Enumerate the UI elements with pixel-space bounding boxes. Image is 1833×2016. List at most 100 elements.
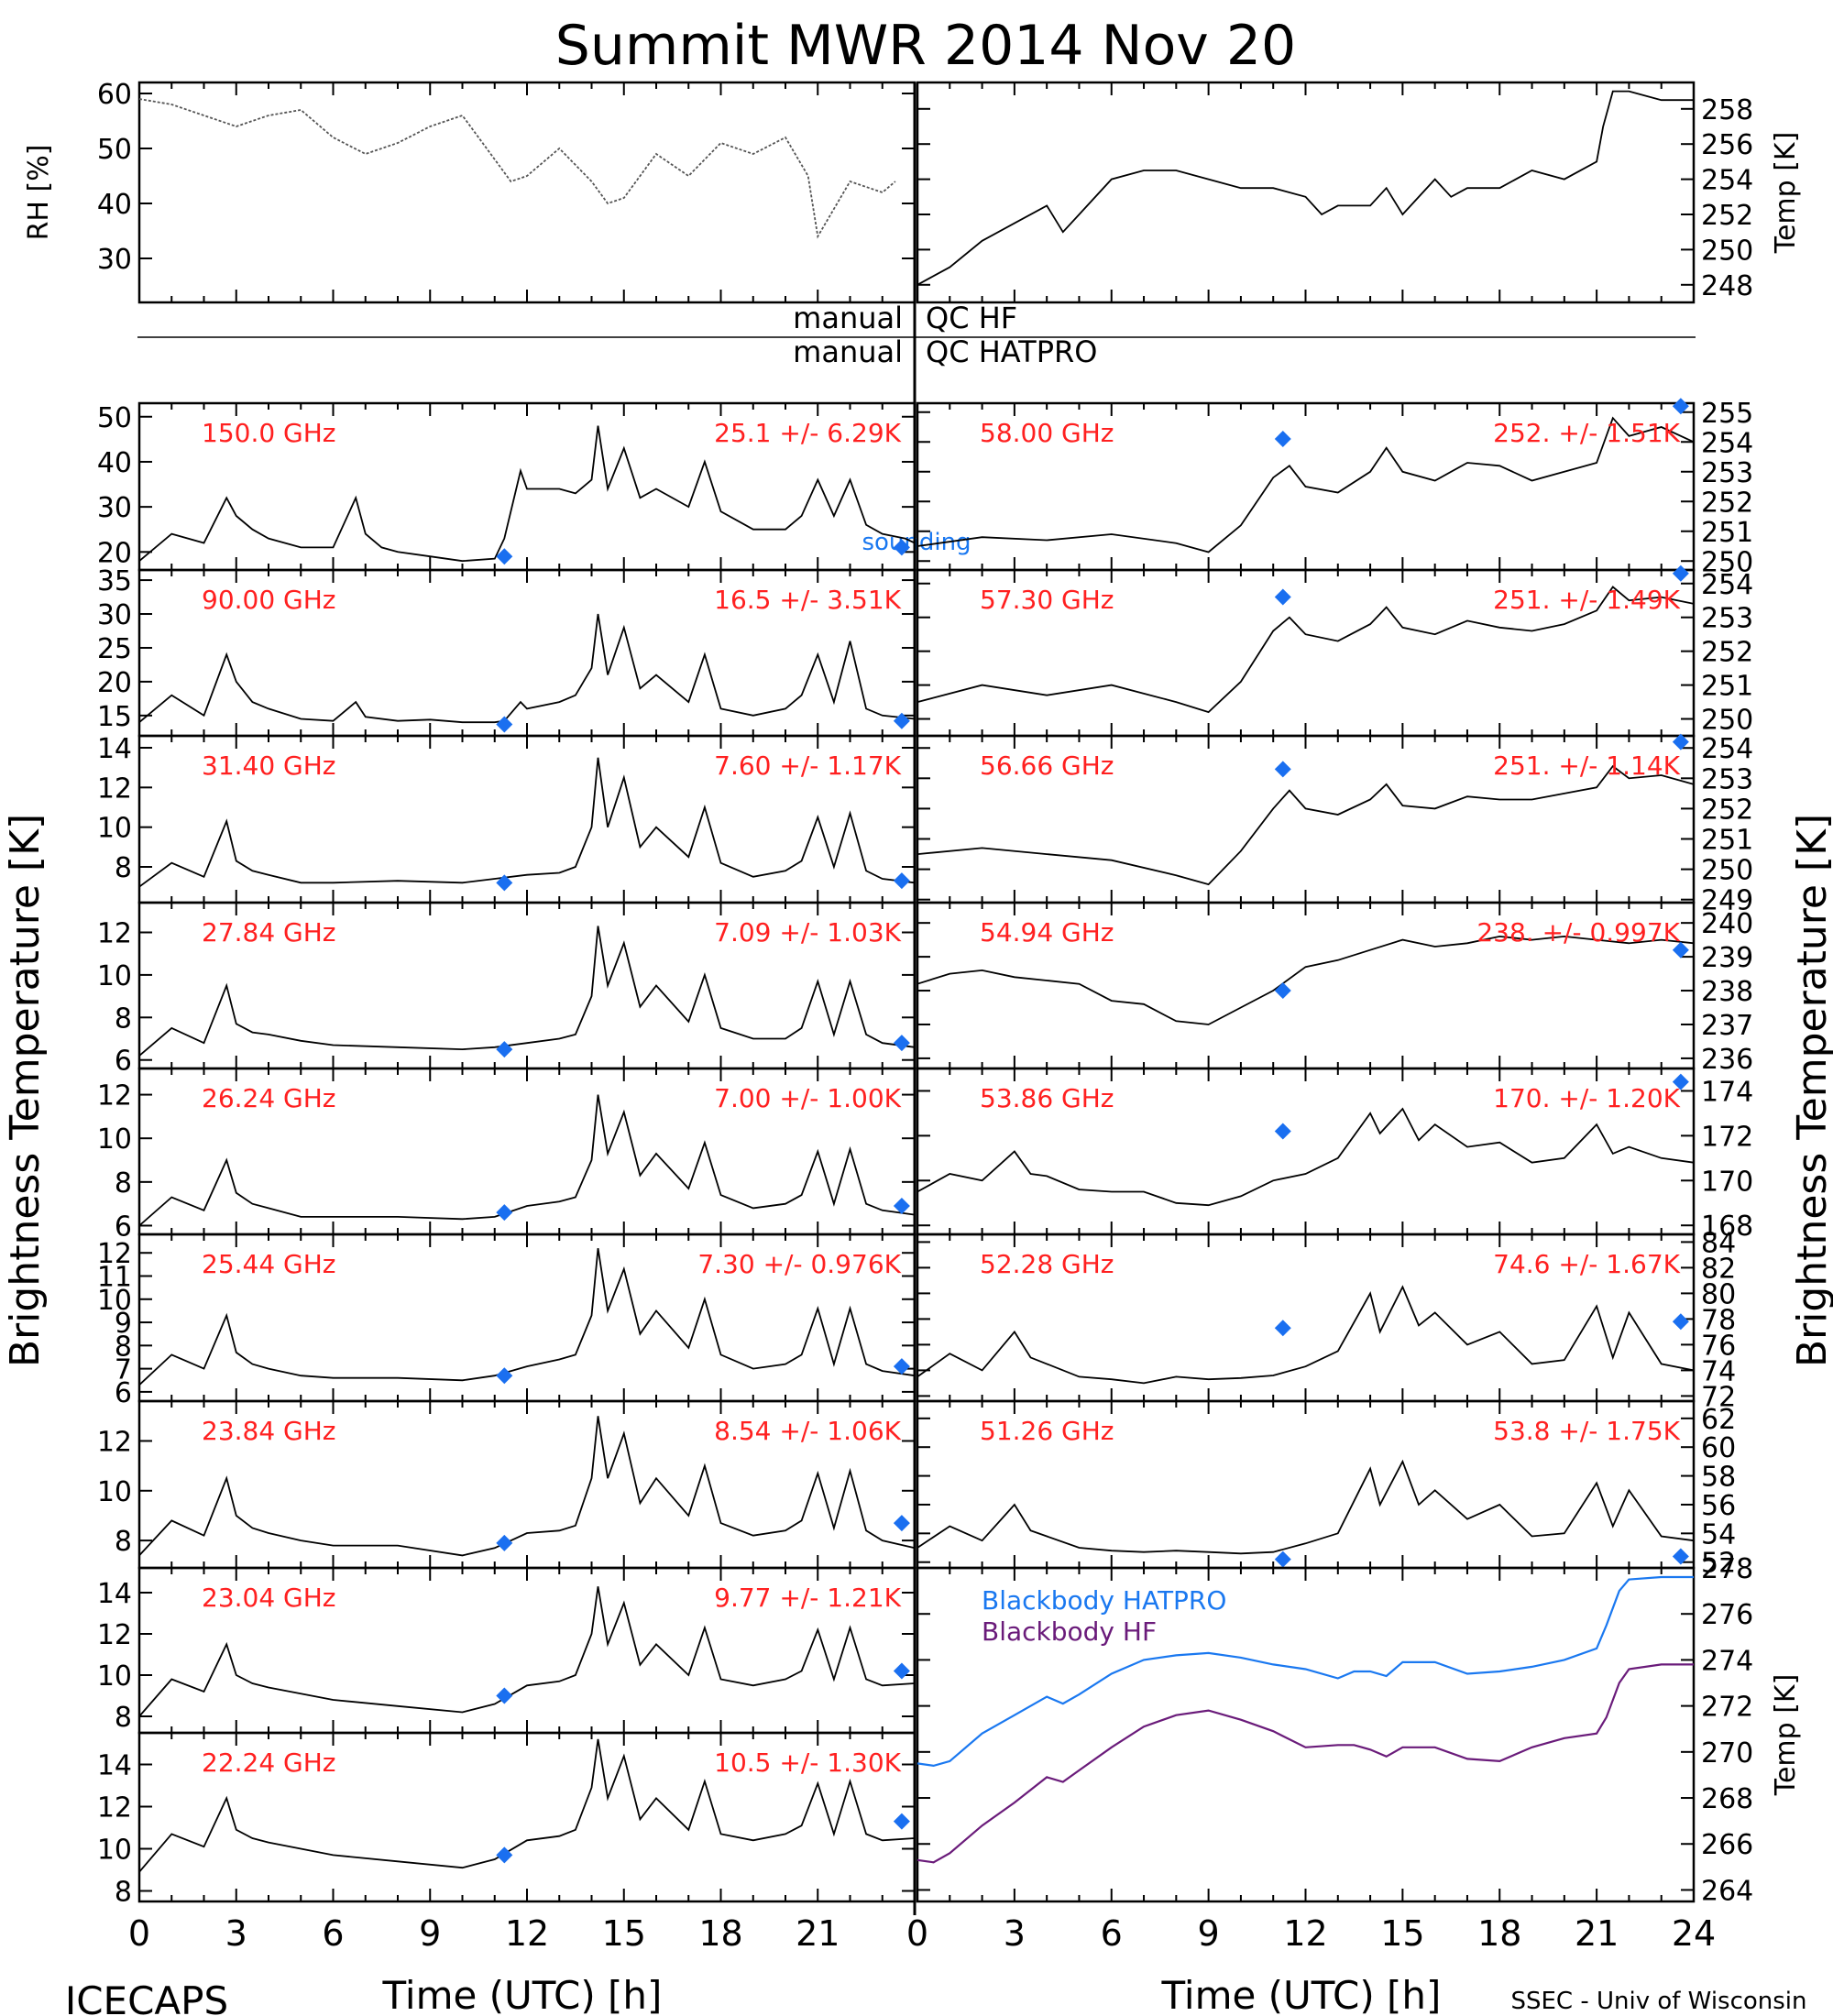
y-tick-label: 12 (97, 917, 132, 949)
sounding-marker (1672, 564, 1689, 582)
y-tick-label: 35 (97, 565, 132, 597)
x-tick-label: 6 (1101, 1913, 1123, 1954)
channel-stat: 251. +/- 1.14K (1493, 751, 1680, 781)
y-tick-label: 251 (1701, 825, 1753, 857)
sounding-marker (1274, 761, 1291, 778)
y-tick-label: 254 (1701, 427, 1753, 459)
y-tick-label: 20 (97, 537, 132, 569)
y-tick-label: 56 (1701, 1490, 1736, 1522)
channel-label: 23.04 GHz (202, 1583, 336, 1613)
channel-label: 23.84 GHz (202, 1416, 336, 1446)
sounding-marker (496, 1687, 513, 1704)
channel-stat: 53.8 +/- 1.75K (1493, 1416, 1680, 1446)
channel-label: 57.30 GHz (980, 585, 1114, 615)
y-tick-label: 12 (97, 1792, 132, 1824)
channel-stat: 238. +/- 0.997K (1476, 917, 1680, 948)
y-tick-label: 6 (115, 1211, 132, 1243)
channel-label: 27.84 GHz (202, 917, 336, 948)
sounding-marker (496, 1367, 513, 1385)
xlabel-left: Time (UTC) [h] (382, 1973, 663, 2016)
sounding-marker (1672, 733, 1689, 751)
channel-label: 51.26 GHz (980, 1416, 1114, 1446)
series-line (138, 98, 896, 239)
y-tick-label: 10 (97, 1660, 132, 1693)
channel-label: 52.28 GHz (980, 1249, 1114, 1279)
y-tick-label: 9 (115, 1308, 132, 1340)
series-line (138, 1738, 916, 1873)
channel-label: 90.00 GHz (202, 585, 336, 615)
y-tick-label: 12 (97, 772, 132, 805)
sounding-marker (496, 1846, 513, 1864)
y-tick-label: 252 (1701, 794, 1753, 826)
y-tick-label: 60 (97, 79, 132, 111)
x-tick-label: 15 (1380, 1913, 1424, 1954)
y-tick-label: 11 (97, 1262, 132, 1294)
x-tick-label: 9 (1198, 1913, 1220, 1954)
sounding-marker (1274, 588, 1291, 606)
y-tick-label: 10 (97, 960, 132, 992)
series-line (138, 613, 916, 724)
channel-label: 26.24 GHz (202, 1083, 336, 1113)
y-tick-label: 274 (1701, 1645, 1753, 1677)
x-tick-label: 6 (322, 1913, 344, 1954)
channel-stat: 251. +/- 1.49K (1493, 585, 1680, 615)
y-tick-label: 30 (97, 599, 132, 631)
panel-53.86: 168 170 172 174 53.86 GHz 170. +/- 1.20K (916, 1067, 1753, 1243)
y-tick-label: 78 (1701, 1304, 1736, 1336)
y-tick-label: 268 (1701, 1783, 1753, 1815)
series-line (138, 1248, 916, 1386)
series-line (916, 1107, 1695, 1207)
y-tick-label: 252 (1701, 200, 1753, 232)
y-tick-label: 238 (1701, 976, 1753, 1008)
y-tick-label: 60 (1701, 1432, 1736, 1464)
y-tick-label: 254 (1701, 569, 1753, 601)
x-tick-label: 18 (698, 1913, 742, 1954)
y-tick-label: 84 (1701, 1227, 1736, 1259)
y-tick-label: 8 (115, 1877, 132, 1909)
y-tick-label: 30 (97, 244, 132, 276)
panel-31.40: 8 10 12 14 31.40 GHz 7.60 +/- 1.17K (97, 733, 916, 904)
y-tick-label: 254 (1701, 165, 1753, 197)
y-tick-label: 251 (1701, 671, 1753, 703)
y-tick-label: 258 (1701, 94, 1753, 126)
y-tick-label: 251 (1701, 517, 1753, 549)
sounding-marker (1274, 1123, 1291, 1140)
panel-150.0: 20 30 40 50 150.0 GHz 25.1 +/- 6.29K (97, 401, 916, 572)
series-line (138, 1586, 916, 1717)
legend-entry: Blackbody HATPRO (982, 1585, 1226, 1616)
x-tick-label: 12 (1283, 1913, 1327, 1954)
x-tick-label: 21 (1575, 1913, 1619, 1954)
sounding-marker (893, 1515, 910, 1532)
qc-hatpro-left: manual (793, 334, 903, 369)
chart-title: Summit MWR 2014 Nov 20 (555, 14, 1296, 78)
x-tick-label: 15 (602, 1913, 646, 1954)
series-line (138, 425, 916, 563)
panel-26.24: 6 8 10 12 26.24 GHz 7.00 +/- 1.00K (97, 1067, 916, 1243)
y-tick-label: 10 (97, 1476, 132, 1508)
channel-label: 22.24 GHz (202, 1748, 336, 1778)
y-tick-label: 8 (115, 852, 132, 884)
y-tick-label: 252 (1701, 487, 1753, 519)
y-tick-label: 6 (115, 1377, 132, 1409)
panel-rh: 30 40 50 60 RH [%] (23, 79, 916, 304)
channel-stat: 25.1 +/- 6.29K (714, 418, 901, 448)
y-tick-label: 253 (1701, 763, 1753, 795)
sounding-marker (893, 1358, 910, 1375)
y-tick-label: 10 (97, 813, 132, 845)
channel-stat: 7.00 +/- 1.00K (714, 1083, 901, 1113)
channel-stat: 74.6 +/- 1.67K (1493, 1249, 1680, 1279)
x-tick-label: 3 (225, 1913, 247, 1954)
y-tick-label: 255 (1701, 398, 1753, 430)
y-tick-label: 272 (1701, 1692, 1753, 1724)
y-tick-label: 30 (97, 492, 132, 524)
sounding-marker (496, 1534, 513, 1551)
sounding-marker (893, 1198, 910, 1215)
y-tick-label: 248 (1701, 270, 1753, 302)
y-tick-label: 14 (97, 1750, 132, 1782)
y-tick-label: 12 (97, 1238, 132, 1270)
